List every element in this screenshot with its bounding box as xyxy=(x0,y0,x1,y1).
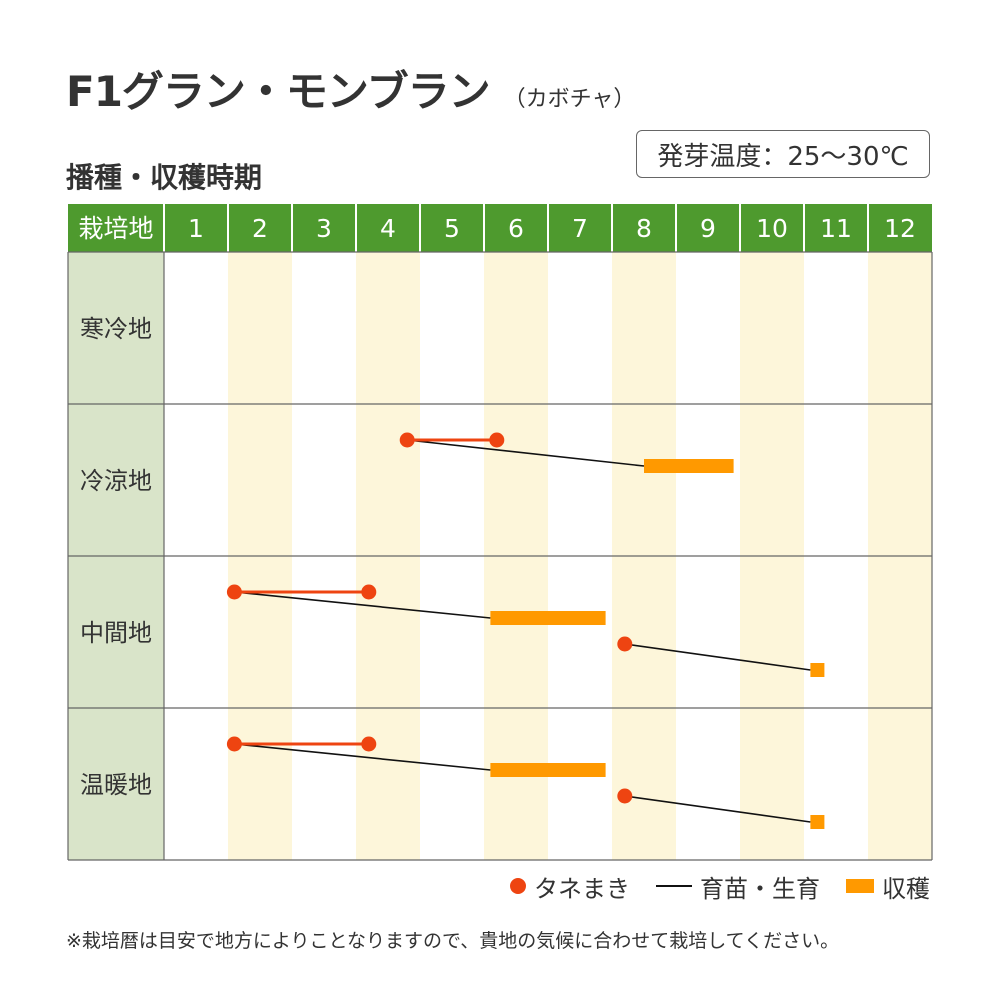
section-title: 播種・収穫時期 xyxy=(66,161,263,194)
legend-sowing-label: タネまき xyxy=(534,874,630,903)
month-label: 9 xyxy=(700,214,716,243)
harvest-bar xyxy=(810,663,825,677)
month-label: 5 xyxy=(444,214,460,243)
sowing-dot xyxy=(489,432,505,448)
page-title: F1グラン・モンブラン xyxy=(66,67,491,116)
month-label: 12 xyxy=(884,214,916,243)
sowing-dot xyxy=(617,788,633,804)
month-label: 6 xyxy=(508,214,524,243)
region-label: 温暖地 xyxy=(80,771,152,799)
header-label: 栽培地 xyxy=(78,214,153,243)
region-cell xyxy=(68,556,164,708)
region-label: 冷涼地 xyxy=(80,467,152,495)
legend-sowing: タネまき xyxy=(510,869,630,904)
legend-growing: 育苗・生育 xyxy=(656,869,820,904)
legend-growing-label: 育苗・生育 xyxy=(700,874,820,903)
month-label: 11 xyxy=(820,214,852,243)
header-bar xyxy=(68,204,932,252)
region-cell xyxy=(68,252,164,404)
legend-harvest-bar xyxy=(846,879,874,893)
harvest-bar xyxy=(644,459,734,473)
region-label: 中間地 xyxy=(80,619,152,647)
month-label: 10 xyxy=(756,214,788,243)
legend-sowing-dot xyxy=(510,878,526,894)
sowing-dot xyxy=(361,584,377,600)
month-label: 3 xyxy=(316,214,332,243)
month-label: 1 xyxy=(188,214,204,243)
month-label: 4 xyxy=(380,214,396,243)
sowing-dot xyxy=(399,432,415,448)
month-label: 2 xyxy=(252,214,268,243)
sowing-dot xyxy=(361,736,377,752)
growing-line xyxy=(624,795,811,823)
harvest-bar xyxy=(810,815,825,829)
growing-line xyxy=(234,591,491,619)
growing-line xyxy=(624,643,811,671)
month-label: 7 xyxy=(572,214,588,243)
harvest-bar xyxy=(490,763,606,777)
growing-line xyxy=(407,439,645,467)
region-label: 寒冷地 xyxy=(80,315,152,343)
sowing-dot xyxy=(617,636,633,652)
region-cell xyxy=(68,404,164,556)
growing-line xyxy=(234,743,491,771)
title-row: F1グラン・モンブラン （カボチャ） xyxy=(66,58,635,118)
legend-harvest-label: 収穫 xyxy=(882,874,930,903)
harvest-bar xyxy=(490,611,606,625)
legend-growing-line xyxy=(656,885,692,887)
sowing-dot xyxy=(226,584,242,600)
germination-temp-box: 発芽温度：25～30℃ xyxy=(636,130,930,178)
region-cell xyxy=(68,708,164,860)
month-label: 8 xyxy=(636,214,652,243)
sowing-dot xyxy=(226,736,242,752)
legend: タネまき 育苗・生育 収穫 xyxy=(510,868,930,904)
footnote: ※栽培暦は目安で地方によりことなりますので、貴地の気候に合わせて栽培してください… xyxy=(66,930,840,952)
page-subtitle: （カボチャ） xyxy=(503,87,636,112)
legend-harvest: 収穫 xyxy=(846,869,930,904)
germination-temp-text: 発芽温度：25～30℃ xyxy=(657,141,909,172)
